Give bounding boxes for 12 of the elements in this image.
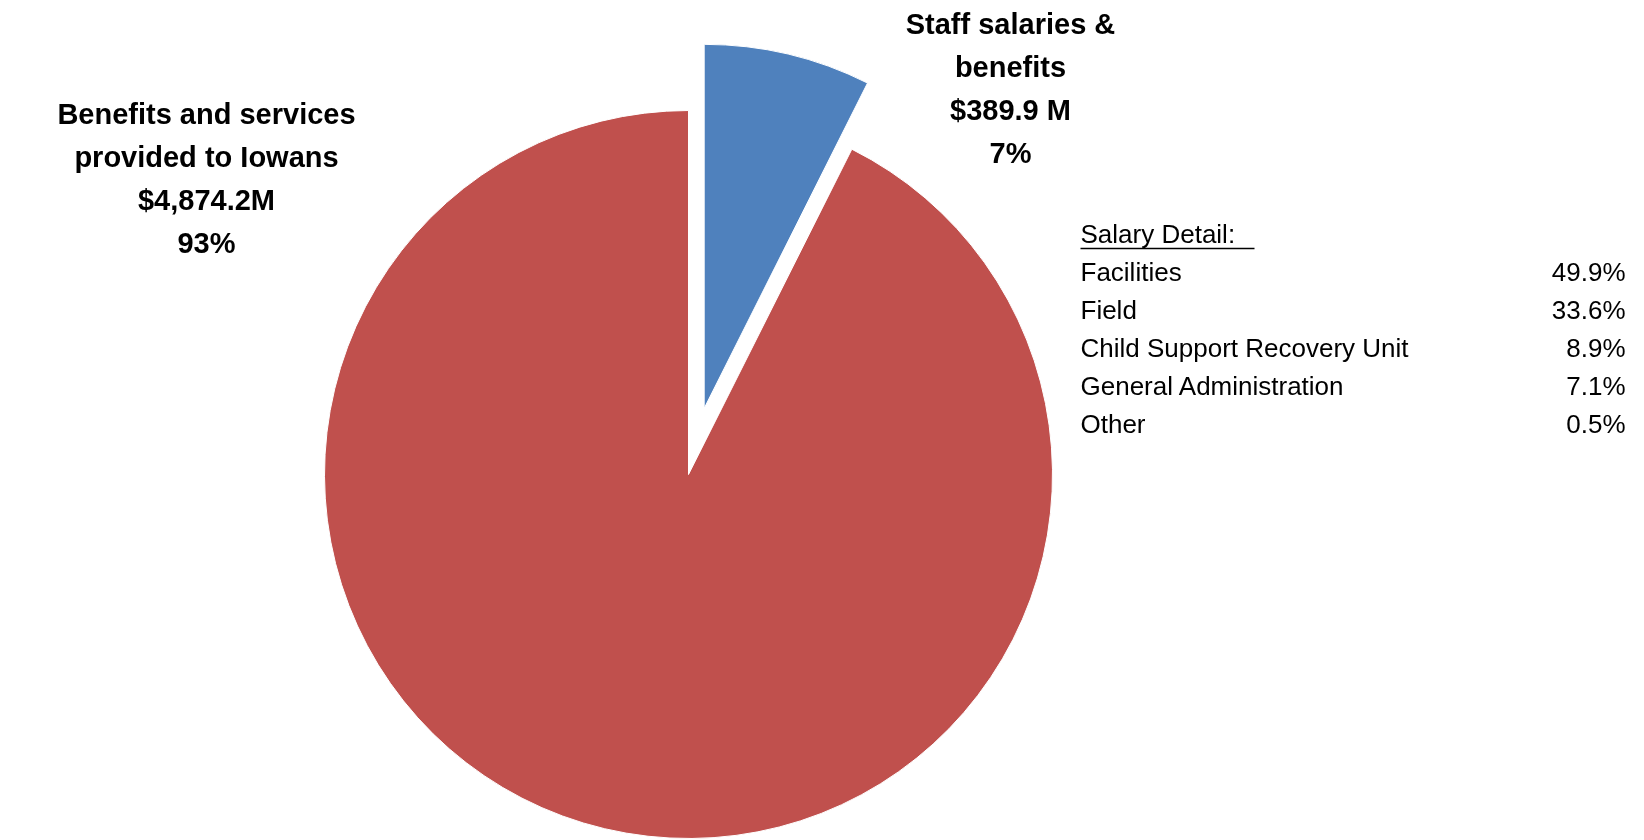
slice-label: Staff salaries & benefits (905, 7, 1116, 83)
text: Field 33.6% (1080, 294, 1626, 325)
text: Facilities 49.9% (1080, 256, 1626, 287)
text: 93% (177, 226, 236, 259)
data-label: $4,874.2M (137, 183, 276, 216)
text: 7% (989, 136, 1032, 169)
slice-label: Benefits and services provided to Iowans (57, 97, 356, 173)
text: General Administration 7.1% (1080, 370, 1626, 401)
data-label: $389.9 M (950, 93, 1071, 126)
text: Child Support Recovery Unit 8.9% (1080, 332, 1626, 363)
text: Salary Detail: (1080, 218, 1236, 249)
text: Other 0.5% (1080, 408, 1626, 439)
